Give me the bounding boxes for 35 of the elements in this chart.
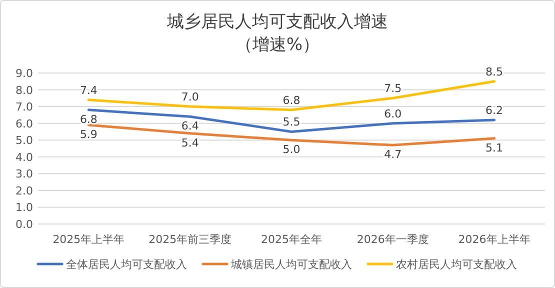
- y-tick-label: 7.0: [16, 100, 33, 114]
- chart-subtitle: （增速%）: [235, 35, 320, 55]
- data-label: 7.4: [80, 84, 98, 97]
- legend-label: 全体居民人均可支配收入: [66, 258, 187, 271]
- data-label: 6.0: [384, 107, 402, 120]
- data-label: 8.5: [486, 65, 504, 78]
- legend-label: 农村居民人均可支配收入: [396, 258, 517, 271]
- data-label: 7.0: [181, 90, 199, 104]
- data-label: 5.4: [181, 136, 199, 150]
- data-label: 6.4: [181, 120, 199, 133]
- data-label: 6.8: [80, 112, 98, 126]
- data-label: 4.7: [384, 148, 402, 162]
- data-label: 6.8: [282, 94, 300, 107]
- x-tick-label: 2025年全年: [261, 233, 322, 246]
- data-label: 5.1: [486, 141, 504, 154]
- x-tick-label: 2025年上半年: [52, 233, 125, 246]
- x-tick-label: 2026年上半年: [458, 233, 530, 246]
- legend-label: 城镇居民人均可支配收入: [230, 258, 352, 271]
- x-tick-label: 2025年前三季度: [148, 233, 232, 246]
- data-label: 7.5: [384, 82, 402, 96]
- data-label: 5.9: [80, 128, 98, 142]
- y-tick-label: 5.0: [16, 134, 33, 148]
- y-tick-label: 1.0: [16, 201, 33, 214]
- y-tick-label: 9.0: [16, 67, 33, 80]
- chart-title: 城乡居民人均可支配收入增速: [166, 12, 388, 32]
- y-tick-label: 4.0: [16, 150, 33, 164]
- x-tick-label: 2026年一季度: [356, 233, 429, 246]
- y-tick-label: 3.0: [16, 168, 33, 181]
- y-tick-label: 2.0: [16, 184, 33, 198]
- data-label: 5.5: [282, 116, 300, 129]
- y-tick-label: 8.0: [16, 84, 33, 97]
- data-label: 5.0: [282, 143, 300, 156]
- y-tick-label: 0.0: [16, 218, 33, 231]
- data-label: 6.2: [486, 104, 504, 117]
- y-tick-label: 6.0: [16, 117, 33, 130]
